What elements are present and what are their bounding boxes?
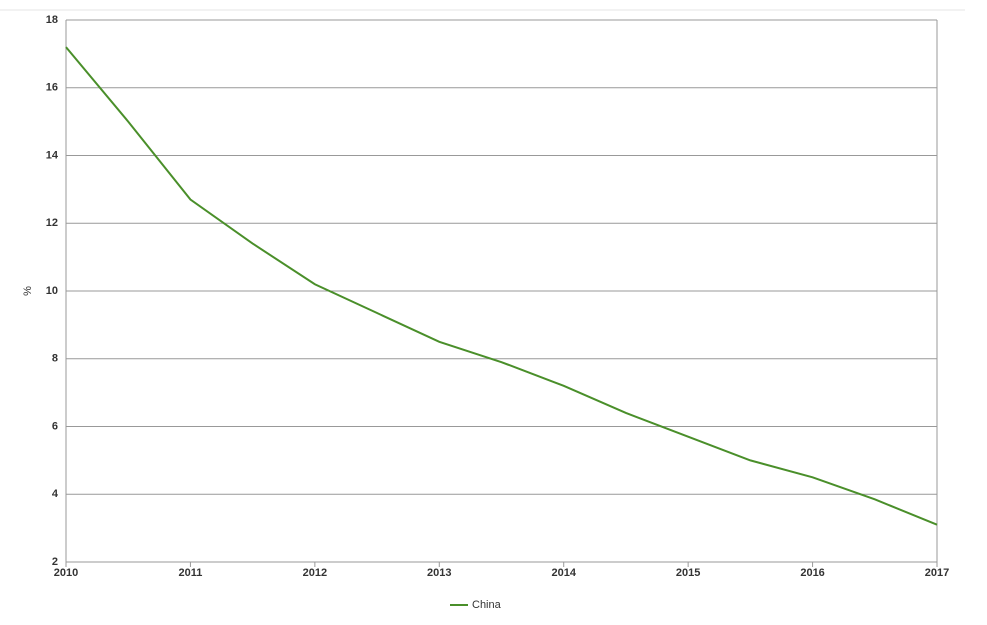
legend-label: China — [472, 599, 502, 611]
y-tick-label: 12 — [46, 217, 58, 229]
x-tick-label: 2017 — [925, 567, 949, 579]
y-tick-label: 16 — [46, 82, 58, 94]
x-tick-label: 2015 — [676, 567, 700, 579]
y-tick-label: 2 — [52, 556, 58, 568]
y-tick-label: 10 — [46, 285, 58, 297]
y-tick-label: 6 — [52, 420, 58, 432]
x-tick-label: 2010 — [54, 567, 78, 579]
line-series — [65, 46, 938, 526]
x-tick-label: 2014 — [551, 567, 576, 579]
x-tick-label: 2012 — [303, 567, 327, 579]
y-tick-label: 14 — [46, 149, 59, 161]
y-tick-label: 4 — [52, 488, 59, 500]
y-axis-label: % — [22, 286, 34, 296]
x-tick-label: 2011 — [178, 567, 202, 579]
x-tick-label: 2016 — [800, 567, 824, 579]
y-tick-label: 18 — [46, 14, 58, 26]
x-tick-label: 2013 — [427, 567, 451, 579]
y-tick-label: 8 — [52, 353, 58, 365]
